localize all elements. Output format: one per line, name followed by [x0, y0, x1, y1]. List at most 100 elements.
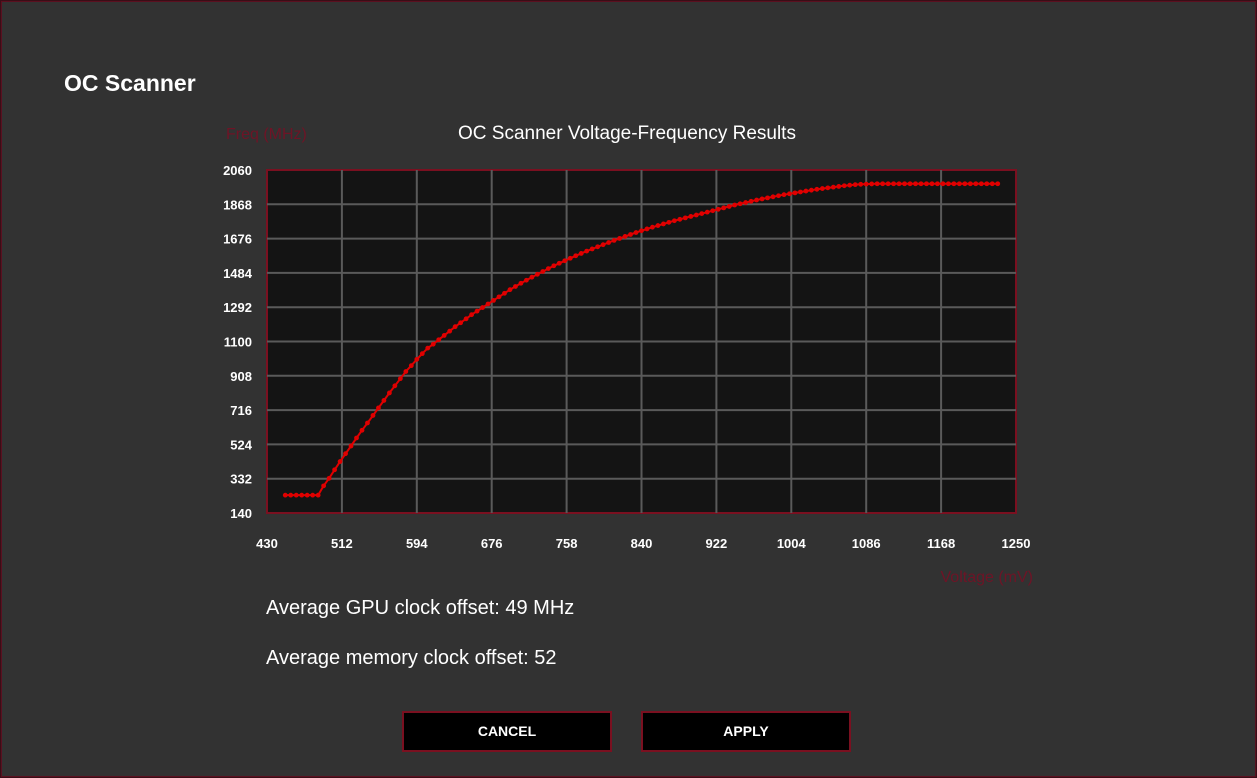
- data-point: [567, 255, 573, 261]
- data-point: [836, 184, 842, 189]
- data-point: [798, 189, 803, 195]
- data-point: [337, 459, 343, 464]
- data-point: [661, 221, 666, 227]
- data-point: [863, 181, 869, 187]
- data-point: [814, 186, 820, 192]
- data-point: [502, 290, 507, 296]
- data-point: [776, 193, 781, 199]
- data-point: [693, 212, 699, 218]
- data-point: [589, 246, 595, 252]
- data-point: [606, 240, 612, 245]
- data-point: [951, 181, 957, 187]
- data-point: [650, 224, 655, 230]
- data-point: [639, 228, 644, 234]
- data-point: [852, 182, 858, 188]
- data-point: [524, 277, 529, 283]
- data-point: [299, 492, 305, 498]
- data-point: [469, 312, 475, 318]
- data-point: [787, 191, 792, 197]
- data-point: [447, 328, 453, 334]
- data-point: [529, 274, 535, 280]
- data-point: [370, 413, 376, 418]
- x-tick-label: 676: [481, 536, 503, 551]
- data-point: [419, 351, 425, 357]
- data-point: [310, 492, 316, 498]
- data-point: [392, 383, 398, 389]
- data-point: [858, 181, 864, 187]
- data-point: [551, 263, 557, 269]
- data-point: [946, 181, 951, 187]
- data-point: [381, 398, 387, 403]
- data-point: [973, 181, 979, 187]
- data-point: [874, 181, 880, 187]
- data-point: [956, 181, 962, 187]
- y-tick-label: 1100: [224, 335, 252, 350]
- data-point: [726, 204, 732, 209]
- data-point: [463, 316, 469, 322]
- data-point: [803, 188, 809, 194]
- data-point: [677, 216, 683, 222]
- y-tick-label: 140: [230, 506, 252, 521]
- data-point: [841, 183, 847, 189]
- x-tick-label: 430: [256, 536, 278, 551]
- data-point: [984, 181, 990, 187]
- x-ticks: 430 512 594 676 758 840 922 1004 1086 1168 1250: [256, 536, 1030, 551]
- data-point: [458, 320, 464, 326]
- data-point: [913, 181, 918, 187]
- data-point: [293, 492, 299, 498]
- data-point: [562, 258, 568, 264]
- apply-button[interactable]: APPLY: [641, 711, 851, 752]
- data-point: [452, 324, 458, 330]
- data-point: [622, 234, 628, 239]
- data-point: [348, 443, 354, 449]
- x-tick-label: 840: [631, 536, 653, 551]
- data-point: [891, 181, 897, 187]
- data-point: [929, 181, 935, 187]
- dialog-title: OC Scanner: [64, 70, 196, 96]
- data-point: [628, 232, 633, 237]
- data-point: [688, 214, 694, 219]
- data-point: [600, 242, 606, 248]
- data-point: [288, 492, 294, 498]
- data-point: [354, 435, 359, 441]
- data-point: [896, 181, 902, 187]
- y-tick-label: 2060: [223, 163, 252, 178]
- data-point: [430, 341, 436, 347]
- x-axis-label: Voltage (mV): [941, 569, 1033, 586]
- data-point: [540, 269, 546, 274]
- data-point: [304, 492, 310, 498]
- data-point: [534, 271, 540, 277]
- data-point: [995, 181, 1001, 187]
- data-point: [441, 333, 447, 338]
- x-tick-label: 1250: [1002, 536, 1031, 551]
- data-point: [940, 181, 946, 187]
- x-tick-label: 1168: [927, 536, 955, 551]
- y-ticks: 2060 1868 1676 1484 1292 1100 908 716 524 332 140: [223, 163, 253, 521]
- data-point: [704, 209, 710, 215]
- data-point: [545, 266, 551, 272]
- y-tick-label: 1676: [223, 232, 252, 247]
- data-point: [611, 237, 617, 243]
- data-point: [885, 181, 891, 187]
- x-tick-label: 594: [406, 536, 428, 551]
- y-tick-label: 908: [230, 369, 252, 384]
- data-point: [507, 287, 513, 293]
- data-point: [754, 197, 759, 203]
- y-tick-label: 524: [230, 437, 252, 452]
- data-point: [556, 260, 562, 266]
- vf-chart: Freq (MHz) OC Scanner Voltage-Frequency …: [223, 123, 1033, 586]
- data-point: [770, 194, 776, 200]
- data-point: [518, 280, 524, 286]
- y-axis-label: Freq (MHz): [226, 126, 307, 143]
- data-point: [584, 248, 590, 254]
- data-point: [721, 205, 727, 211]
- data-point: [644, 226, 650, 232]
- cancel-button[interactable]: CANCEL: [402, 711, 612, 752]
- data-point: [376, 405, 381, 411]
- data-point: [792, 190, 798, 196]
- data-point: [989, 181, 995, 187]
- data-point: [578, 251, 584, 256]
- x-tick-label: 758: [556, 536, 578, 551]
- data-point: [825, 185, 831, 191]
- data-point: [737, 201, 743, 207]
